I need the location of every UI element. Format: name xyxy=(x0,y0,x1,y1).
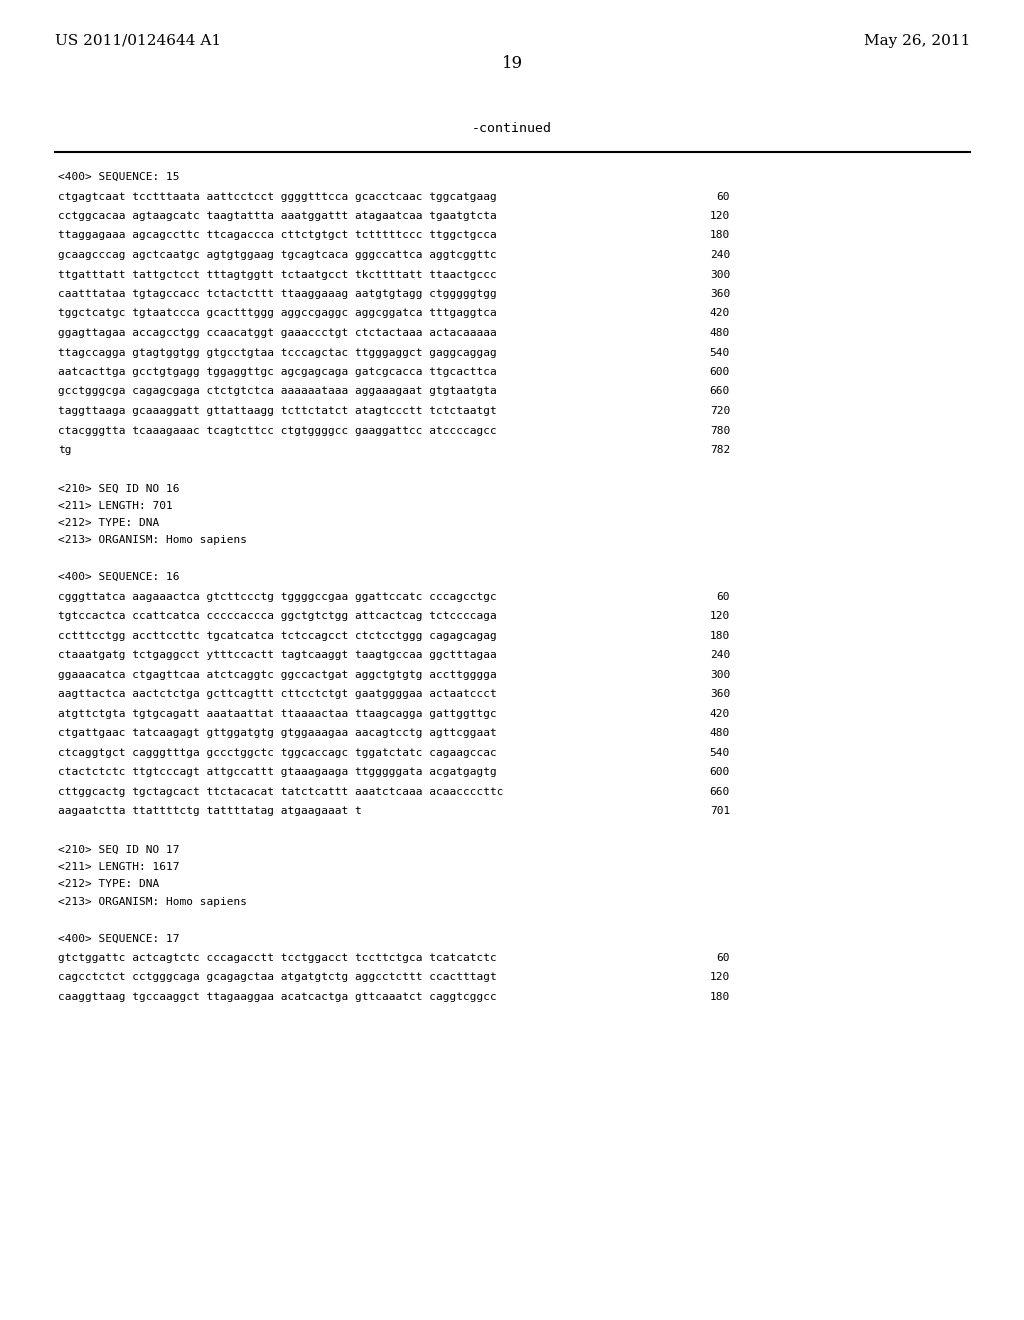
Text: gtctggattc actcagtctc cccagacctt tcctggacct tccttctgca tcatcatctc: gtctggattc actcagtctc cccagacctt tcctgga… xyxy=(58,953,497,962)
Text: -continued: -continued xyxy=(472,121,552,135)
Text: ctgagtcaat tcctttaata aattcctcct ggggtttcca gcacctcaac tggcatgaag: ctgagtcaat tcctttaata aattcctcct ggggttt… xyxy=(58,191,497,202)
Text: taggttaaga gcaaaggatt gttattaagg tcttctatct atagtccctt tctctaatgt: taggttaaga gcaaaggatt gttattaagg tcttcta… xyxy=(58,407,497,416)
Text: 420: 420 xyxy=(710,709,730,718)
Text: <213> ORGANISM: Homo sapiens: <213> ORGANISM: Homo sapiens xyxy=(58,896,247,907)
Text: <400> SEQUENCE: 16: <400> SEQUENCE: 16 xyxy=(58,572,179,582)
Text: ctacgggtta tcaaagaaac tcagtcttcc ctgtggggcc gaaggattcc atccccagcc: ctacgggtta tcaaagaaac tcagtcttcc ctgtggg… xyxy=(58,425,497,436)
Text: 120: 120 xyxy=(710,211,730,220)
Text: 300: 300 xyxy=(710,269,730,280)
Text: 120: 120 xyxy=(710,611,730,622)
Text: 240: 240 xyxy=(710,249,730,260)
Text: caaggttaag tgccaaggct ttagaaggaa acatcactga gttcaaatct caggtcggcc: caaggttaag tgccaaggct ttagaaggaa acatcac… xyxy=(58,991,497,1002)
Text: tg: tg xyxy=(58,445,72,455)
Text: 300: 300 xyxy=(710,669,730,680)
Text: 60: 60 xyxy=(717,191,730,202)
Text: <212> TYPE: DNA: <212> TYPE: DNA xyxy=(58,879,160,890)
Text: US 2011/0124644 A1: US 2011/0124644 A1 xyxy=(55,34,221,48)
Text: cagcctctct cctgggcaga gcagagctaa atgatgtctg aggcctcttt ccactttagt: cagcctctct cctgggcaga gcagagctaa atgatgt… xyxy=(58,973,497,982)
Text: atgttctgta tgtgcagatt aaataattat ttaaaactaa ttaagcagga gattggttgc: atgttctgta tgtgcagatt aaataattat ttaaaac… xyxy=(58,709,497,718)
Text: 19: 19 xyxy=(502,55,522,73)
Text: aagttactca aactctctga gcttcagttt cttcctctgt gaatggggaa actaatccct: aagttactca aactctctga gcttcagttt cttcctc… xyxy=(58,689,497,700)
Text: 180: 180 xyxy=(710,631,730,640)
Text: ttagccagga gtagtggtgg gtgcctgtaa tcccagctac ttgggaggct gaggcaggag: ttagccagga gtagtggtgg gtgcctgtaa tcccagc… xyxy=(58,347,497,358)
Text: ggaaacatca ctgagttcaa atctcaggtc ggccactgat aggctgtgtg accttgggga: ggaaacatca ctgagttcaa atctcaggtc ggccact… xyxy=(58,669,497,680)
Text: ctcaggtgct cagggtttga gccctggctc tggcaccagc tggatctatc cagaagccac: ctcaggtgct cagggtttga gccctggctc tggcacc… xyxy=(58,747,497,758)
Text: 782: 782 xyxy=(710,445,730,455)
Text: 660: 660 xyxy=(710,387,730,396)
Text: caatttataa tgtagccacc tctactcttt ttaaggaaag aatgtgtagg ctgggggtgg: caatttataa tgtagccacc tctactcttt ttaagga… xyxy=(58,289,497,300)
Text: ttaggagaaa agcagccttc ttcagaccca cttctgtgct tctttttccc ttggctgcca: ttaggagaaa agcagccttc ttcagaccca cttctgt… xyxy=(58,231,497,240)
Text: 540: 540 xyxy=(710,747,730,758)
Text: gcaagcccag agctcaatgc agtgtggaag tgcagtcaca gggccattca aggtcggttc: gcaagcccag agctcaatgc agtgtggaag tgcagtc… xyxy=(58,249,497,260)
Text: cttggcactg tgctagcact ttctacacat tatctcattt aaatctcaaa acaaccccttc: cttggcactg tgctagcact ttctacacat tatctca… xyxy=(58,787,504,797)
Text: ttgatttatt tattgctcct tttagtggtt tctaatgcct tkcttttatt ttaactgccc: ttgatttatt tattgctcct tttagtggtt tctaatg… xyxy=(58,269,497,280)
Text: 180: 180 xyxy=(710,991,730,1002)
Text: 120: 120 xyxy=(710,973,730,982)
Text: <211> LENGTH: 701: <211> LENGTH: 701 xyxy=(58,502,173,511)
Text: May 26, 2011: May 26, 2011 xyxy=(863,34,970,48)
Text: 780: 780 xyxy=(710,425,730,436)
Text: 600: 600 xyxy=(710,767,730,777)
Text: tggctcatgc tgtaatccca gcactttggg aggccgaggc aggcggatca tttgaggtca: tggctcatgc tgtaatccca gcactttggg aggccga… xyxy=(58,309,497,318)
Text: <211> LENGTH: 1617: <211> LENGTH: 1617 xyxy=(58,862,179,873)
Text: 360: 360 xyxy=(710,289,730,300)
Text: 480: 480 xyxy=(710,729,730,738)
Text: 240: 240 xyxy=(710,651,730,660)
Text: <210> SEQ ID NO 16: <210> SEQ ID NO 16 xyxy=(58,484,179,494)
Text: <213> ORGANISM: Homo sapiens: <213> ORGANISM: Homo sapiens xyxy=(58,536,247,545)
Text: 420: 420 xyxy=(710,309,730,318)
Text: tgtccactca ccattcatca cccccaccca ggctgtctgg attcactcag tctccccaga: tgtccactca ccattcatca cccccaccca ggctgtc… xyxy=(58,611,497,622)
Text: 60: 60 xyxy=(717,591,730,602)
Text: cctggcacaa agtaagcatc taagtattta aaatggattt atagaatcaa tgaatgtcta: cctggcacaa agtaagcatc taagtattta aaatgga… xyxy=(58,211,497,220)
Text: gcctgggcga cagagcgaga ctctgtctca aaaaaataaa aggaaagaat gtgtaatgta: gcctgggcga cagagcgaga ctctgtctca aaaaaat… xyxy=(58,387,497,396)
Text: <210> SEQ ID NO 17: <210> SEQ ID NO 17 xyxy=(58,845,179,855)
Text: aagaatctta ttattttctg tattttatag atgaagaaat t: aagaatctta ttattttctg tattttatag atgaaga… xyxy=(58,807,361,816)
Text: ctgattgaac tatcaagagt gttggatgtg gtggaaagaa aacagtcctg agttcggaat: ctgattgaac tatcaagagt gttggatgtg gtggaaa… xyxy=(58,729,497,738)
Text: 480: 480 xyxy=(710,327,730,338)
Text: ggagttagaa accagcctgg ccaacatggt gaaaccctgt ctctactaaa actacaaaaa: ggagttagaa accagcctgg ccaacatggt gaaaccc… xyxy=(58,327,497,338)
Text: 360: 360 xyxy=(710,689,730,700)
Text: 540: 540 xyxy=(710,347,730,358)
Text: 180: 180 xyxy=(710,231,730,240)
Text: <400> SEQUENCE: 17: <400> SEQUENCE: 17 xyxy=(58,933,179,944)
Text: 600: 600 xyxy=(710,367,730,378)
Text: 720: 720 xyxy=(710,407,730,416)
Text: 60: 60 xyxy=(717,953,730,962)
Text: cctttcctgg accttccttc tgcatcatca tctccagcct ctctcctggg cagagcagag: cctttcctgg accttccttc tgcatcatca tctccag… xyxy=(58,631,497,640)
Text: 701: 701 xyxy=(710,807,730,816)
Text: 660: 660 xyxy=(710,787,730,797)
Text: aatcacttga gcctgtgagg tggaggttgc agcgagcaga gatcgcacca ttgcacttca: aatcacttga gcctgtgagg tggaggttgc agcgagc… xyxy=(58,367,497,378)
Text: ctaaatgatg tctgaggcct ytttccactt tagtcaaggt taagtgccaa ggctttagaa: ctaaatgatg tctgaggcct ytttccactt tagtcaa… xyxy=(58,651,497,660)
Text: <400> SEQUENCE: 15: <400> SEQUENCE: 15 xyxy=(58,172,179,182)
Text: cgggttatca aagaaactca gtcttccctg tggggccgaa ggattccatc cccagcctgc: cgggttatca aagaaactca gtcttccctg tggggcc… xyxy=(58,591,497,602)
Text: ctactctctc ttgtcccagt attgccattt gtaaagaaga ttgggggata acgatgagtg: ctactctctc ttgtcccagt attgccattt gtaaaga… xyxy=(58,767,497,777)
Text: <212> TYPE: DNA: <212> TYPE: DNA xyxy=(58,519,160,528)
